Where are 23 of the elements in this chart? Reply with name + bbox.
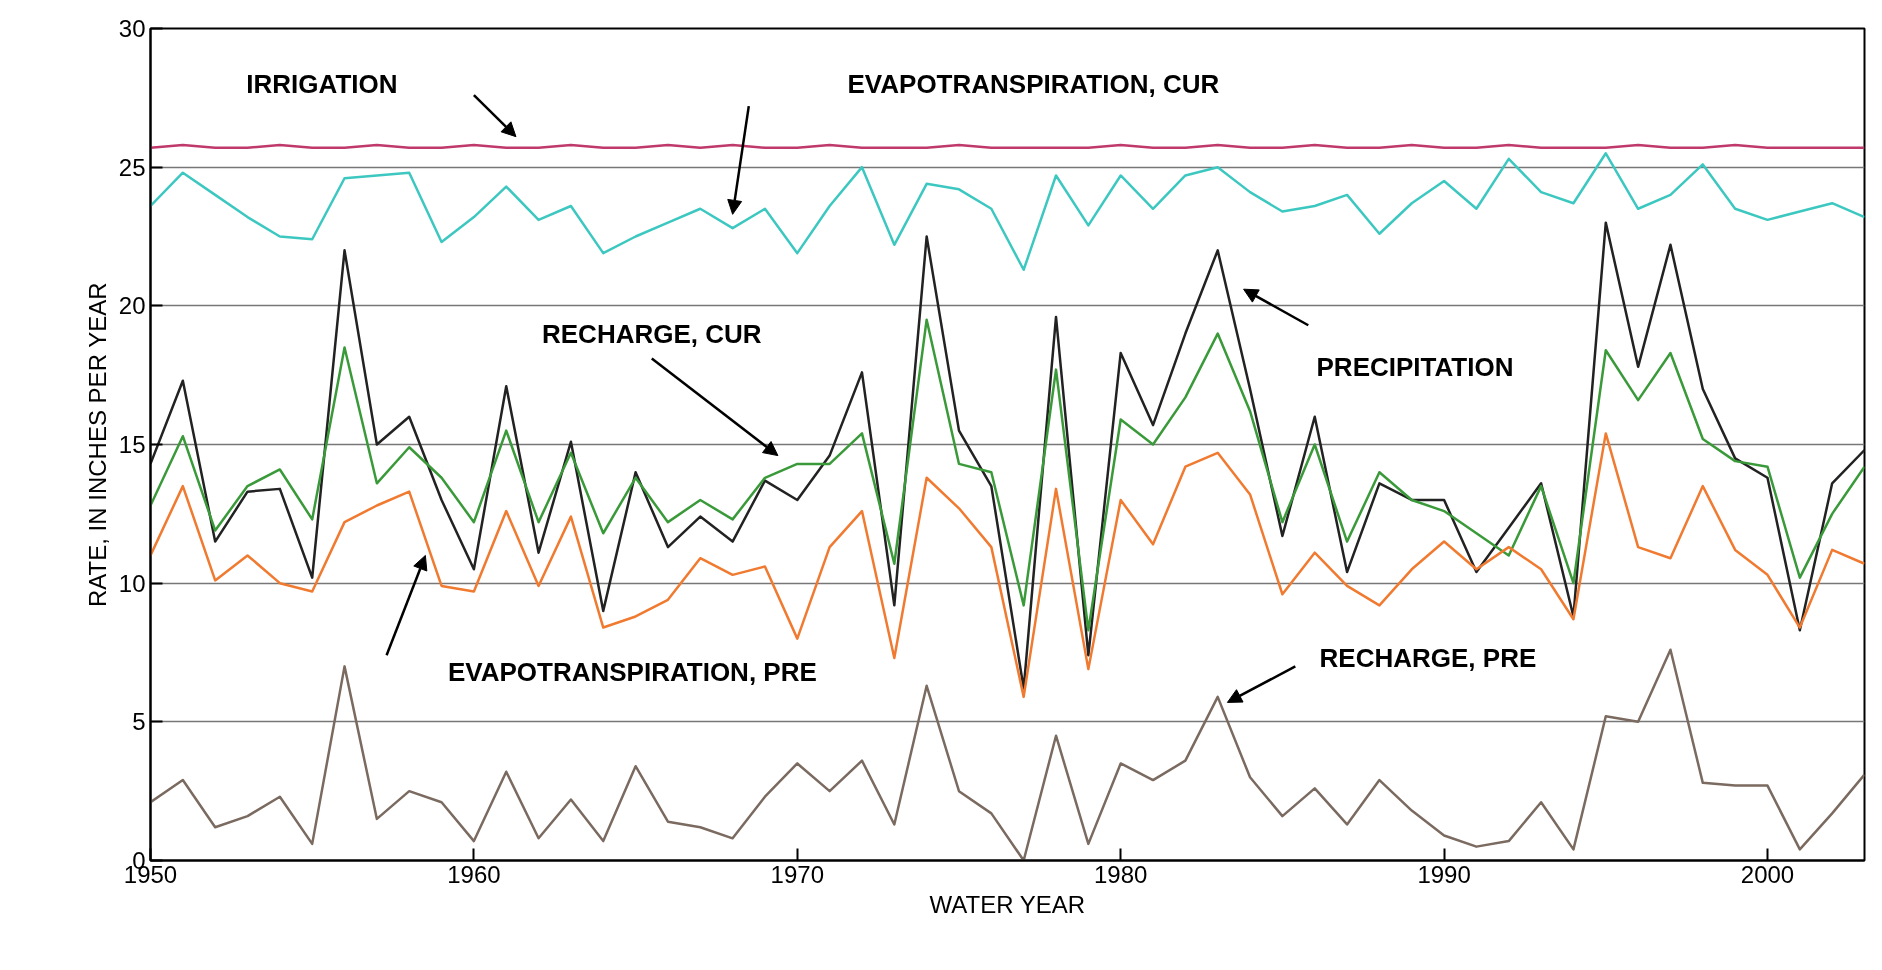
line-series: [150, 152, 1865, 272]
x-tick-label: 1990: [1417, 860, 1471, 888]
annotation: EVAPOTRANSPIRATION, PRE: [447, 656, 817, 687]
y-tick-label: 10: [118, 569, 146, 597]
annotation: RECHARGE, PRE: [1319, 643, 1537, 674]
y-tick-label: 25: [118, 153, 146, 181]
y-tick-label: 20: [118, 292, 146, 320]
x-axis-title: WATER YEAR: [929, 890, 1086, 918]
annotation: PRECIPITATION: [1316, 351, 1514, 382]
y-axis-title: RATE, IN INCHES PER YEAR: [83, 282, 111, 607]
y-tick-label: 15: [118, 431, 146, 458]
y-tick-label: 30: [118, 15, 146, 42]
x-tick-label: 1970: [770, 860, 824, 888]
x-tick-label: 2000: [1740, 860, 1795, 888]
line-series: [150, 318, 1865, 632]
x-tick-label: 1980: [1093, 860, 1148, 888]
line-series: [150, 221, 1865, 690]
x-tick-label: 1960: [447, 860, 501, 888]
line-series: [150, 432, 1865, 699]
annotation: EVAPOTRANSPIRATION, CUR: [847, 68, 1220, 99]
annotation: RECHARGE, CUR: [541, 318, 762, 349]
annotation: IRRIGATION: [246, 68, 398, 99]
y-tick-label: 5: [132, 708, 146, 736]
